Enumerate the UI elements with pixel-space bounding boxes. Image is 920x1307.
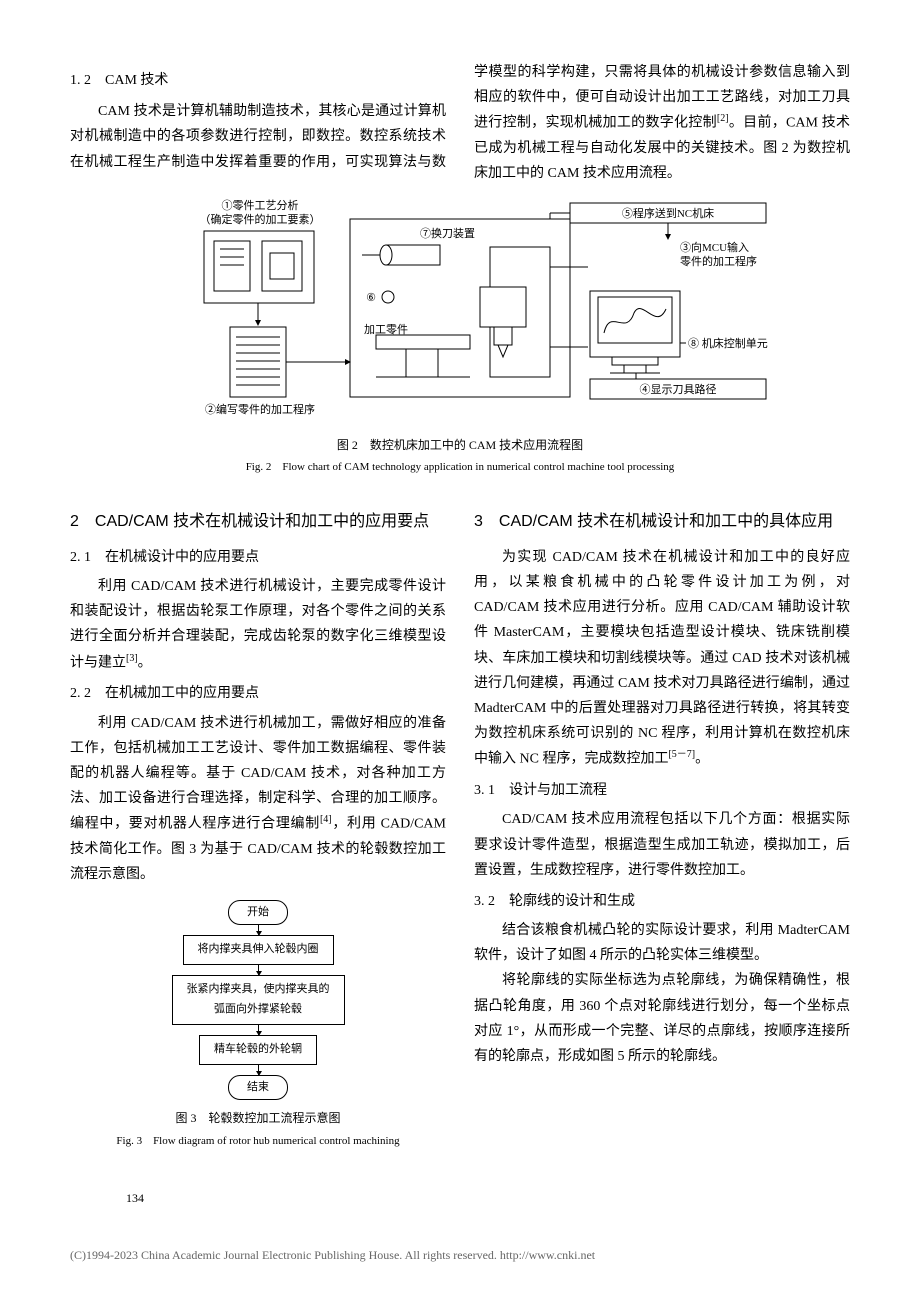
sec-2-2-paragraph: 利用 CAD/CAM 技术进行机械加工，需做好相应的准备工作，包括机械加工工艺设… [70,711,446,888]
flow-arrow-icon [258,965,259,975]
fig2-label-3b: 零件的加工程序 [680,254,757,268]
flow-start: 开始 [228,900,288,926]
top-two-column-block: 1. 2 CAM 技术 CAM 技术是计算机辅助制造技术，其核心是通过计算机对机… [70,60,850,187]
figure-2-caption-en: Fig. 2 Flow chart of CAM technology appl… [150,458,770,478]
figure-2-caption-cn: 图 2 数控机床加工中的 CAM 技术应用流程图 [150,435,770,457]
figure-3-caption-en: Fig. 3 Flow diagram of rotor hub numeric… [70,1132,446,1152]
fig2-label-6: ⑥ [366,292,376,304]
sec-2-1-heading: 2. 1 在机械设计中的应用要点 [70,545,446,570]
fig2-label-8: ⑧ 机床控制单元（MCU） [688,336,770,350]
footer-copyright: (C)1994-2023 China Academic Journal Elec… [70,1245,850,1267]
fig2-label-4: ④显示刀具路径 [640,383,717,396]
figure-3-flowchart: 开始 将内撑夹具伸入轮毂内圈 张紧内撑夹具，使内撑夹具的 弧面向外撑紧轮毂 精车… [70,900,446,1101]
figure-2-block: ①零件工艺分析 （确定零件的加工要素） ②编写零件的加工程序 ⑦换刀装置 ⑥ 加… [150,197,770,478]
fig2-label-2: ②编写零件的加工程序 [205,402,315,416]
sec-2-2-heading: 2. 2 在机械加工中的应用要点 [70,681,446,706]
sec-2-2-text: 利用 CAD/CAM 技术进行机械加工，需做好相应的准备工作，包括机械加工工艺设… [70,716,446,832]
sec-3-2-paragraph-2: 将轮廓线的实际坐标选为点轮廓线，为确保精确性，根据凸轮角度，用 360 个点对轮… [474,968,850,1069]
sec-3-1-paragraph: CAD/CAM 技术应用流程包括以下几个方面：根据实际要求设计零件造型，根据造型… [474,807,850,883]
figure-3-caption-cn: 图 3 轮毂数控加工流程示意图 [70,1108,446,1130]
ref-3: [3] [126,653,138,664]
flow-step-3: 精车轮毂的外轮辋 [199,1035,317,1065]
flow-end: 结束 [228,1075,288,1101]
sec-3-intro-text: 为实现 CAD/CAM 技术在机械设计和加工中的良好应用，以某粮食机械中的凸轮零… [474,550,850,767]
sec-3-intro-paragraph: 为实现 CAD/CAM 技术在机械设计和加工中的良好应用，以某粮食机械中的凸轮零… [474,545,850,772]
ref-4: [4] [320,814,332,825]
sec-3-2-paragraph-1: 结合该粮食机械凸轮的实际设计要求，利用 MadterCAM 软件，设计了如图 4… [474,918,850,968]
ref-2: [2] [717,113,729,124]
flow-step-2: 张紧内撑夹具，使内撑夹具的 弧面向外撑紧轮毂 [172,975,345,1025]
sec-3-intro-tail: 。 [695,752,709,767]
sec-2-1-tail: 。 [138,655,152,670]
sec-3-1-heading: 3. 1 设计与加工流程 [474,778,850,803]
sec-2-1-paragraph: 利用 CAD/CAM 技术进行机械设计，主要完成零件设计和装配设计，根据齿轮泵工… [70,574,446,675]
flow-step-2-line1: 张紧内撑夹具，使内撑夹具的 [187,983,330,995]
flow-step-1: 将内撑夹具伸入轮毂内圈 [183,935,334,965]
ref-5-7: [5－7] [668,749,695,760]
main-two-column-block: 2 CAD/CAM 技术在机械设计和加工中的应用要点 2. 1 在机械设计中的应… [70,494,850,1164]
sec-3-2-heading: 3. 2 轮廓线的设计和生成 [474,889,850,914]
fig2-label-1a: ①零件工艺分析 [222,198,299,212]
fig2-label-5: ⑤程序送到NC机床 [622,206,714,220]
page-number: 134 [126,1188,850,1210]
flow-arrow-icon [258,1025,259,1035]
fig2-label-3a: ③向MCU输入 [680,240,749,254]
flow-step-2-line2: 弧面向外撑紧轮毂 [214,1003,302,1015]
fig2-label-7: ⑦换刀装置 [420,226,475,240]
sec-3-heading: 3 CAD/CAM 技术在机械设计和加工中的具体应用 [474,508,850,537]
sec-1-2-heading: 1. 2 CAM 技术 [70,68,446,93]
figure-3-block: 开始 将内撑夹具伸入轮毂内圈 张紧内撑夹具，使内撑夹具的 弧面向外撑紧轮毂 精车… [70,900,446,1152]
figure-2-svg: ①零件工艺分析 （确定零件的加工要素） ②编写零件的加工程序 ⑦换刀装置 ⑥ 加… [150,197,770,427]
flow-arrow-icon [258,925,259,935]
fig2-label-1b: （确定零件的加工要素） [200,212,321,226]
flow-arrow-icon [258,1065,259,1075]
fig2-label-6b: 加工零件 [364,323,408,336]
sec-2-heading: 2 CAD/CAM 技术在机械设计和加工中的应用要点 [70,508,446,537]
